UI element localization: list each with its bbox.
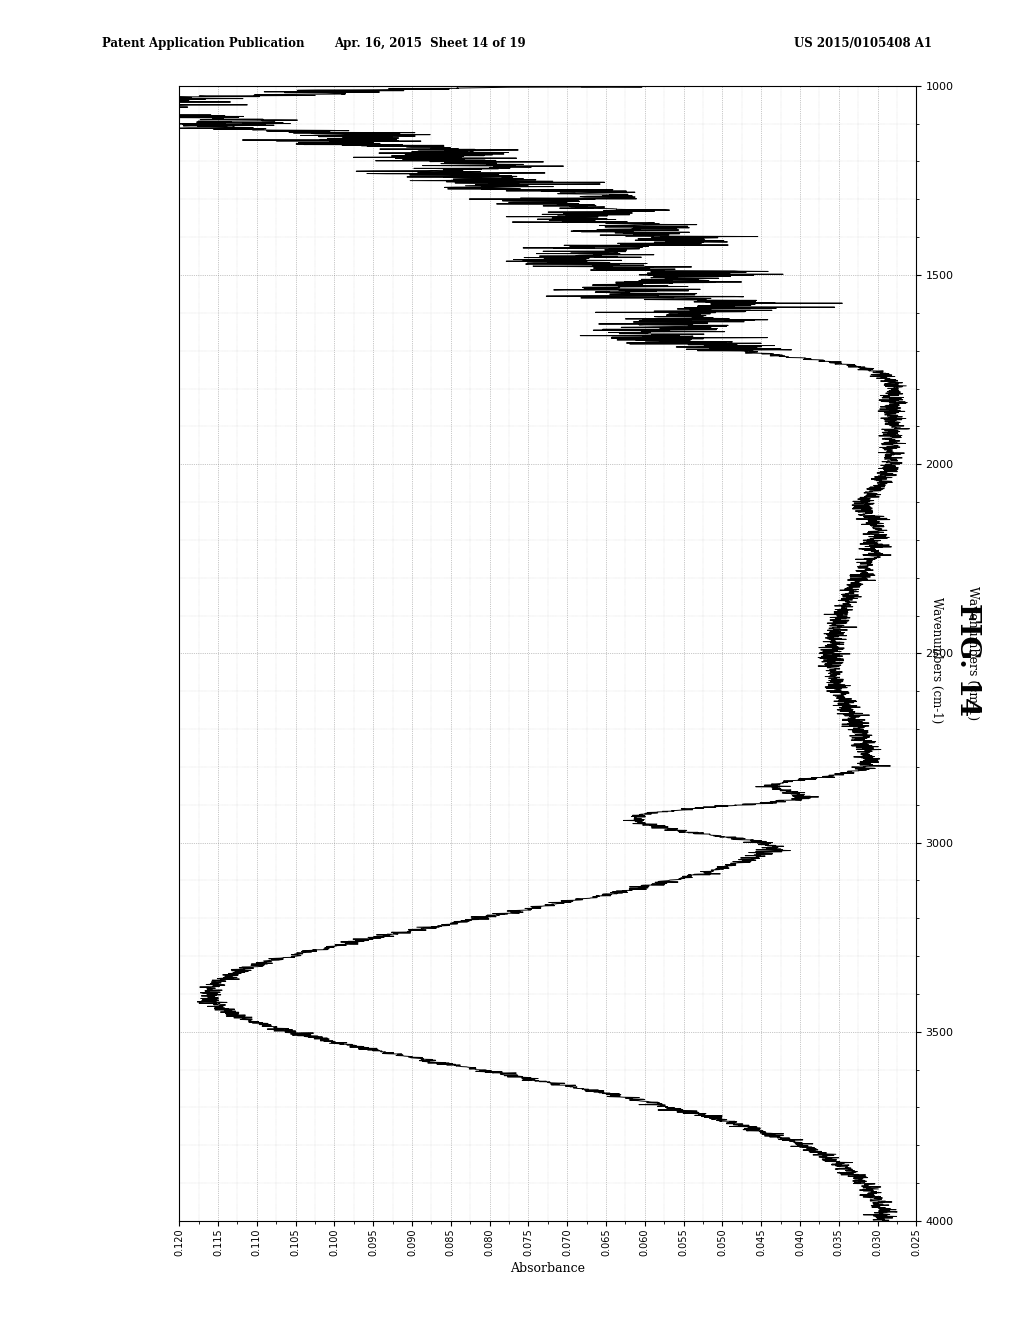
Text: Apr. 16, 2015  Sheet 14 of 19: Apr. 16, 2015 Sheet 14 of 19 [334,37,526,50]
X-axis label: Absorbance: Absorbance [510,1262,586,1275]
Text: US 2015/0105408 A1: US 2015/0105408 A1 [794,37,932,50]
Y-axis label: Wavenumbers (cm-1): Wavenumbers (cm-1) [966,586,979,721]
Text: FIG. 14: FIG. 14 [954,603,981,717]
Text: Patent Application Publication: Patent Application Publication [102,37,305,50]
Text: Wavenumbers (cm-1): Wavenumbers (cm-1) [931,597,943,723]
